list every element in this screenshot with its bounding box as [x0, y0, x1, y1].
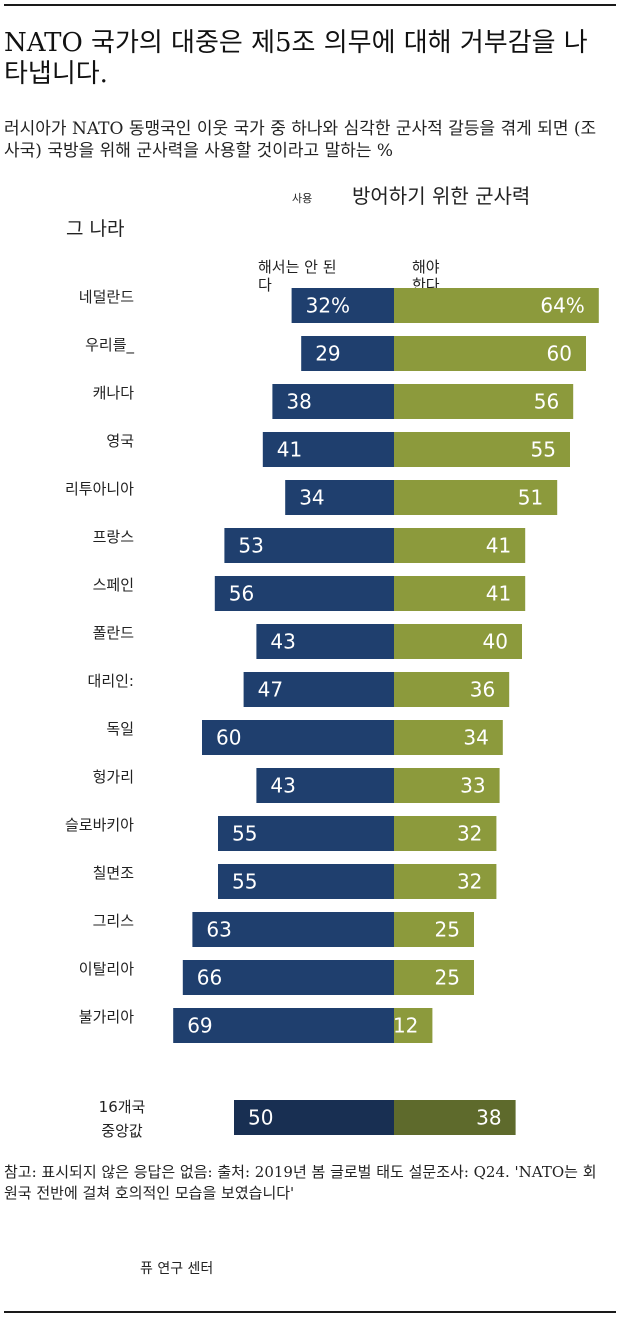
category-label: 영국	[106, 432, 134, 450]
category-label: 리투아니아	[65, 480, 134, 498]
page-title: NATO 국가의 대중은 제5조 의무에 대해 거부감을 나타냅니다.	[4, 28, 588, 89]
bar-should	[394, 624, 522, 659]
bar-should-not	[214, 576, 394, 611]
category-label: 폴란드	[93, 624, 135, 642]
category-label: 캐나다	[93, 384, 135, 402]
value-label-should: 41	[486, 534, 511, 558]
median-label: 중앙값	[101, 1122, 143, 1140]
value-label-should: 60	[547, 342, 572, 366]
median-bar-should-not	[234, 1100, 394, 1135]
bar-should	[394, 288, 599, 323]
bar-should-not	[218, 816, 394, 851]
median-value-should: 38	[476, 1106, 501, 1130]
value-label-should-not: 63	[206, 918, 231, 942]
bar-should-not	[301, 336, 394, 371]
value-label-should-not: 53	[238, 534, 263, 558]
header-large: 방어하기 위한 군사력	[352, 184, 531, 208]
bar-should	[394, 912, 474, 947]
value-label-should: 55	[531, 438, 556, 462]
value-label-should-not: 43	[270, 774, 295, 798]
value-label-should-not: 41	[277, 438, 302, 462]
bar-should-not	[285, 480, 394, 515]
bar-should-not	[262, 432, 394, 467]
bar-should-not	[192, 912, 394, 947]
value-label-should-not: 55	[232, 822, 257, 846]
note-text: 참고: 표시되지 않은 응답은 없음: 출처: 2019년 봄 글로벌 태도 설…	[4, 1163, 597, 1202]
value-label-should-not: 66	[197, 966, 222, 990]
category-label: 우리를_	[85, 336, 134, 355]
page-subtitle: 러시아가 NATO 동맹국인 이웃 국가 중 하나와 심각한 군사적 갈등을 겪…	[4, 119, 597, 161]
bar-should	[394, 528, 526, 563]
header-small: 사용	[292, 192, 313, 205]
bar-should	[394, 816, 497, 851]
bar-should	[394, 384, 574, 419]
category-label: 슬로바키아	[65, 816, 134, 834]
legend-should-not: 해서는 안 된다	[258, 258, 337, 294]
bar-should	[394, 432, 570, 467]
bar-should-not	[256, 768, 394, 803]
category-label: 헝가리	[93, 768, 134, 786]
bar-should	[394, 768, 500, 803]
bar-should-not	[202, 720, 394, 755]
category-label: 이탈리아	[79, 960, 134, 978]
median-label: 16개국	[99, 1098, 146, 1116]
value-label-should: 36	[470, 678, 495, 702]
value-label-should: 12	[393, 1014, 418, 1038]
value-label-should: 32	[457, 822, 482, 846]
median-value-should-not: 50	[248, 1106, 273, 1130]
source-label: 퓨 연구 센터	[140, 1261, 214, 1277]
value-label-should-not: 29	[315, 342, 340, 366]
bottom-rule	[4, 1311, 616, 1313]
bar-should	[394, 480, 558, 515]
value-label-should: 40	[483, 630, 508, 654]
category-label: 불가리아	[79, 1008, 134, 1026]
value-label-should: 64%	[540, 294, 584, 318]
category-label: 스페인	[93, 576, 134, 594]
value-label-should: 34	[463, 726, 488, 750]
diverging-bar-chart: 32% 64% 네덜란드 29 60 우리를_ 38 56 캐나다 41 55 영국 34 51 리투아니아…	[65, 288, 599, 1140]
value-label-should: 51	[518, 486, 543, 510]
value-label-should: 41	[486, 582, 511, 606]
bar-should-not	[272, 384, 394, 419]
bar-should-not	[173, 1008, 394, 1043]
bar-should	[394, 960, 474, 995]
bar-should-not	[182, 960, 394, 995]
bar-should	[394, 720, 503, 755]
category-label: 네덜란드	[79, 288, 134, 306]
value-label-should-not: 32%	[306, 294, 350, 318]
value-label-should-not: 47	[258, 678, 283, 702]
value-label-should: 25	[435, 918, 460, 942]
category-label: 칠면조	[93, 864, 135, 882]
value-label-should: 25	[435, 966, 460, 990]
category-label: 대리인:	[88, 672, 134, 690]
value-label-should-not: 56	[229, 582, 254, 606]
value-label-should-not: 69	[187, 1014, 212, 1038]
value-label-should-not: 43	[270, 630, 295, 654]
value-label-should: 56	[534, 390, 559, 414]
value-label-should: 32	[457, 870, 482, 894]
value-label-should-not: 55	[232, 870, 257, 894]
bar-should	[394, 576, 526, 611]
value-label-should-not: 34	[299, 486, 324, 510]
bar-should-not	[224, 528, 394, 563]
bar-should-not	[256, 624, 394, 659]
category-label: 그리스	[93, 912, 135, 930]
bar-should	[394, 672, 510, 707]
header-country: 그 나라	[66, 218, 125, 240]
bar-should-not	[243, 672, 394, 707]
top-rule	[4, 4, 616, 6]
category-label: 프랑스	[93, 528, 135, 546]
value-label-should-not: 38	[286, 390, 311, 414]
value-label-should: 33	[460, 774, 485, 798]
category-label: 독일	[106, 720, 134, 738]
bar-should-not	[291, 288, 394, 323]
median-bar-should	[394, 1100, 516, 1135]
bar-should	[394, 336, 586, 371]
bar-should	[394, 1008, 433, 1043]
bar-should	[394, 864, 497, 899]
value-label-should-not: 60	[216, 726, 241, 750]
bar-should-not	[218, 864, 394, 899]
